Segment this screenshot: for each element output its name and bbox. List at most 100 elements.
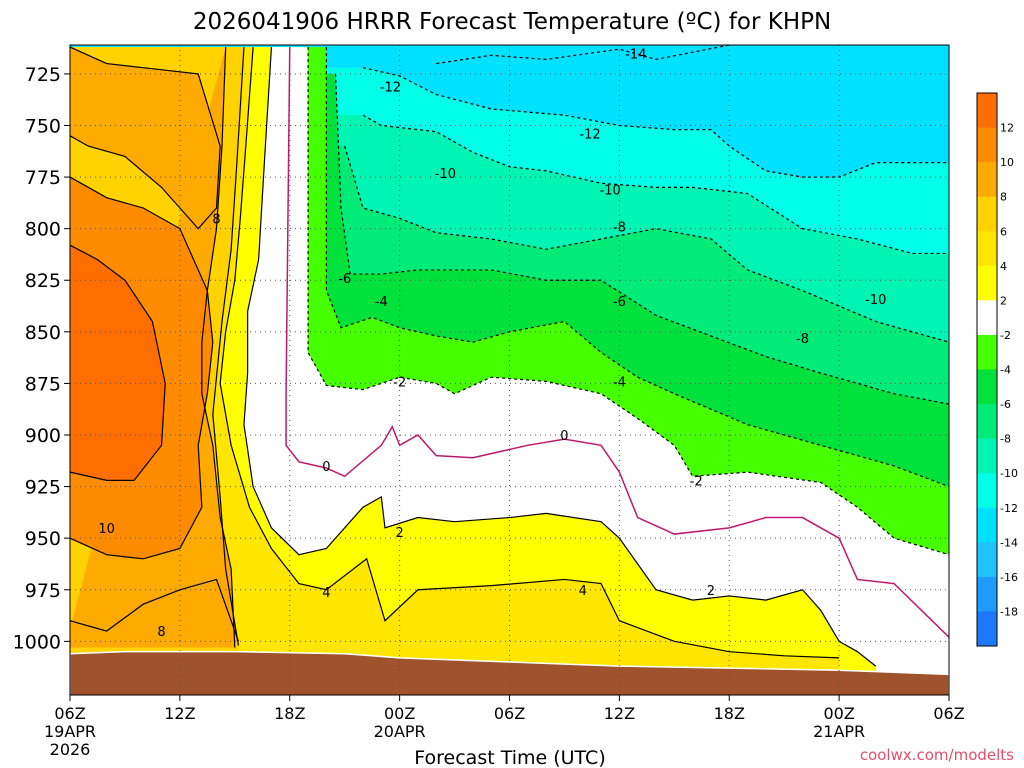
isotherm-label: -2 [393, 375, 406, 390]
y-tick-label: 725 [25, 64, 61, 86]
isotherm-label: -10 [600, 183, 621, 198]
isotherm--10 [362, 114, 949, 255]
isotherm-8 [70, 46, 221, 230]
colorbar-swatch [977, 438, 997, 474]
colorbar-swatch [977, 576, 997, 612]
x-tick-label: 00Z [823, 704, 854, 723]
isotherm--6 [334, 73, 949, 405]
isotherm--2 [307, 47, 949, 556]
y-tick-label: 850 [25, 322, 61, 344]
y-tick-label: 975 [25, 580, 61, 602]
isotherm-12 [70, 244, 166, 481]
x-tick-label: 06Z [54, 704, 85, 723]
colorbar-swatch [977, 265, 997, 301]
colorbar-label: 4 [1000, 260, 1007, 273]
isotherm-label: -4 [375, 295, 388, 310]
y-tick-label: 1000 [13, 631, 61, 653]
x-tick-date: 19APR [44, 722, 96, 741]
y-tick-label: 800 [25, 219, 61, 241]
colorbar-label: 6 [1000, 225, 1007, 238]
colorbar-label: 10 [1000, 156, 1014, 169]
colorbar-swatch [977, 231, 997, 267]
colorbar-label: -8 [1000, 433, 1011, 446]
isotherm--8 [344, 145, 949, 343]
colorbar-label: -6 [1000, 398, 1011, 411]
ground-surface [70, 650, 949, 695]
field-band [70, 245, 166, 481]
field-band [70, 579, 239, 642]
x-tick-label: 18Z [274, 704, 305, 723]
isotherm-label: -2 [690, 474, 703, 489]
gridlines [70, 45, 949, 695]
isotherm-label: -14 [625, 47, 646, 62]
isotherm-label: 4 [322, 586, 330, 601]
colorbar-swatch [977, 196, 997, 232]
isotherm-label: 2 [707, 584, 715, 599]
colorbar-label: -18 [1000, 605, 1018, 618]
isotherm--4 [325, 47, 949, 488]
colorbar-swatch [977, 334, 997, 370]
isotherm-label: -10 [435, 167, 456, 182]
x-tick-label: 06Z [933, 704, 964, 723]
isotherm-label: -12 [579, 128, 600, 143]
plot-area [70, 45, 949, 695]
y-axis: 725 750 775 800 825 850 875 900 925 950 975 1000 [13, 64, 70, 653]
field-band [70, 47, 876, 695]
colorbar-swatch [977, 127, 997, 163]
isotherm-label: 0 [322, 460, 330, 475]
y-tick-label: 825 [25, 270, 61, 292]
isotherm-label: -6 [338, 272, 351, 287]
isotherm-label: -8 [613, 221, 626, 236]
colorbar-swatch [977, 473, 997, 509]
x-axis-label: Forecast Time (UTC) [414, 747, 605, 768]
x-tick-date: 21APR [813, 722, 865, 741]
colorbar-label: 12 [1000, 122, 1014, 135]
isotherm-8 [201, 47, 236, 648]
isotherm-6 [212, 47, 245, 646]
y-tick-label: 950 [25, 528, 61, 550]
colorbar-swatch [977, 300, 997, 336]
colorbar-label: -16 [1000, 571, 1018, 584]
colorbar-swatch [977, 162, 997, 198]
isotherm-label: 4 [579, 584, 587, 599]
isotherm-labels: -14 -12 -12 -10 -10 -8 -8 -6 -6 -4 -4 -2 -2 -10 0 0 2 2 4 4… [98, 47, 886, 640]
colorbar-label: -2 [1000, 329, 1011, 342]
isotherm-label: 8 [212, 212, 220, 227]
y-tick-label: 875 [25, 373, 61, 395]
isotherm-label: -8 [796, 332, 809, 347]
field-band [70, 47, 840, 695]
field-band [70, 47, 221, 229]
colorbar-label: -14 [1000, 536, 1018, 549]
isotherm-lines [70, 45, 949, 667]
colorbar-label: -12 [1000, 502, 1018, 515]
colorbar-label: 8 [1000, 191, 1007, 204]
colorbar-swatch [977, 611, 997, 647]
isotherm-label: -4 [613, 375, 626, 390]
isotherm--14 [436, 45, 730, 65]
isotherm-label: -10 [865, 293, 886, 308]
x-tick-label: 12Z [604, 704, 635, 723]
colorbar-swatch [977, 93, 997, 129]
x-tick-label: 18Z [714, 704, 745, 723]
x-tick-label: 00Z [384, 704, 415, 723]
colorbar-swatch [977, 507, 997, 543]
isotherm-8 [70, 578, 240, 642]
chart-title: 2026041906 HRRR Forecast Temperature (ºC… [193, 9, 831, 35]
x-tick-label: 12Z [164, 704, 195, 723]
isotherm-10 [70, 176, 214, 560]
isotherm-label: -12 [380, 80, 401, 95]
y-tick-label: 750 [25, 115, 61, 137]
isotherm-label: 2 [395, 526, 403, 541]
y-tick-label: 775 [25, 167, 61, 189]
colorbar-label: -10 [1000, 467, 1018, 480]
field-band [70, 47, 949, 695]
colorbar-frame [976, 92, 998, 647]
isotherm-label: 10 [98, 522, 115, 537]
isotherm-0 [285, 47, 949, 638]
colorbar-label: -4 [1000, 364, 1011, 377]
y-tick-label: 925 [25, 477, 61, 499]
credit-text: coolwx.com/modelts [860, 746, 1014, 764]
isotherm-label: 8 [157, 625, 165, 640]
